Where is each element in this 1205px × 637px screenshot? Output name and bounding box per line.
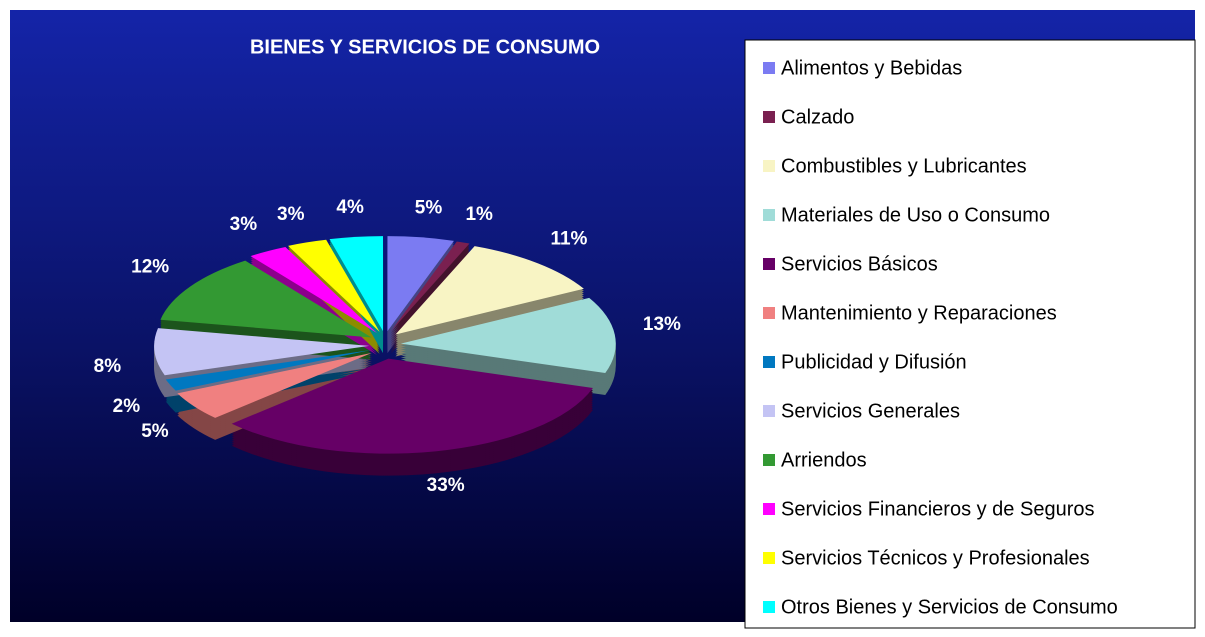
data-label: 3% xyxy=(230,214,258,235)
legend-swatch xyxy=(763,62,775,74)
slice xyxy=(231,358,593,454)
legend-label: Servicios Básicos xyxy=(781,253,938,275)
slice-side xyxy=(390,245,470,336)
legend-box xyxy=(744,39,1196,629)
data-label: 4% xyxy=(336,197,364,218)
legend-label: Mantenimiento y Reparaciones xyxy=(781,302,1057,324)
data-label: 3% xyxy=(277,204,305,225)
legend-swatch xyxy=(763,209,775,221)
slice xyxy=(400,297,616,374)
pie-tops xyxy=(154,236,616,454)
legend-label: Arriendos xyxy=(781,449,867,471)
slice xyxy=(250,246,377,333)
legend-label: Combustibles y Lubricantes xyxy=(781,155,1027,177)
data-label: 2% xyxy=(113,396,141,417)
data-label: 13% xyxy=(643,314,681,335)
slice xyxy=(288,239,380,332)
legend-swatch xyxy=(763,160,775,172)
slice xyxy=(154,328,370,376)
legend-label: Materiales de Uso o Consumo xyxy=(781,204,1050,226)
data-label: 5% xyxy=(415,198,443,219)
legend-label: Publicidad y Difusión xyxy=(781,351,967,373)
legend-swatch xyxy=(763,454,775,466)
slice xyxy=(395,246,584,335)
legend-swatch xyxy=(763,258,775,270)
data-labels: 5% 1%11%13%33%5%2%8%12%3% 3% 4% xyxy=(94,197,681,496)
legend-swatch xyxy=(763,503,775,515)
slice xyxy=(165,350,371,391)
legend-swatch xyxy=(763,307,775,319)
slice-side xyxy=(390,249,470,340)
data-label: 5% xyxy=(141,421,169,442)
legend: Alimentos y Bebidas Calzado Combustibles y… xyxy=(763,57,1118,618)
slice xyxy=(390,241,470,332)
data-label: 33% xyxy=(427,475,465,496)
legend-swatch xyxy=(763,552,775,564)
legend-swatch xyxy=(763,601,775,613)
legend-label: Alimentos y Bebidas xyxy=(781,57,962,79)
data-label: 1% xyxy=(465,204,493,225)
legend-swatch xyxy=(763,111,775,123)
legend-label: Servicios Técnicos y Profesionales xyxy=(781,547,1090,569)
legend-label: Otros Bienes y Servicios de Consumo xyxy=(781,596,1118,618)
legend-label: Servicios Financieros y de Seguros xyxy=(781,498,1094,520)
data-label: 12% xyxy=(131,256,169,277)
chart-title: BIENES Y SERVICIOS DE CONSUMO xyxy=(250,36,600,58)
data-label: 8% xyxy=(94,356,122,377)
slice-side xyxy=(390,243,470,334)
slice xyxy=(160,260,372,338)
slice-side xyxy=(390,247,470,338)
legend-label: Servicios Generales xyxy=(781,400,960,422)
data-label: 11% xyxy=(550,229,587,250)
slice xyxy=(387,236,454,332)
legend-label: Calzado xyxy=(781,106,854,128)
slice xyxy=(329,236,384,332)
legend-swatch xyxy=(763,356,775,368)
slice xyxy=(177,352,372,418)
legend-swatch xyxy=(763,405,775,417)
